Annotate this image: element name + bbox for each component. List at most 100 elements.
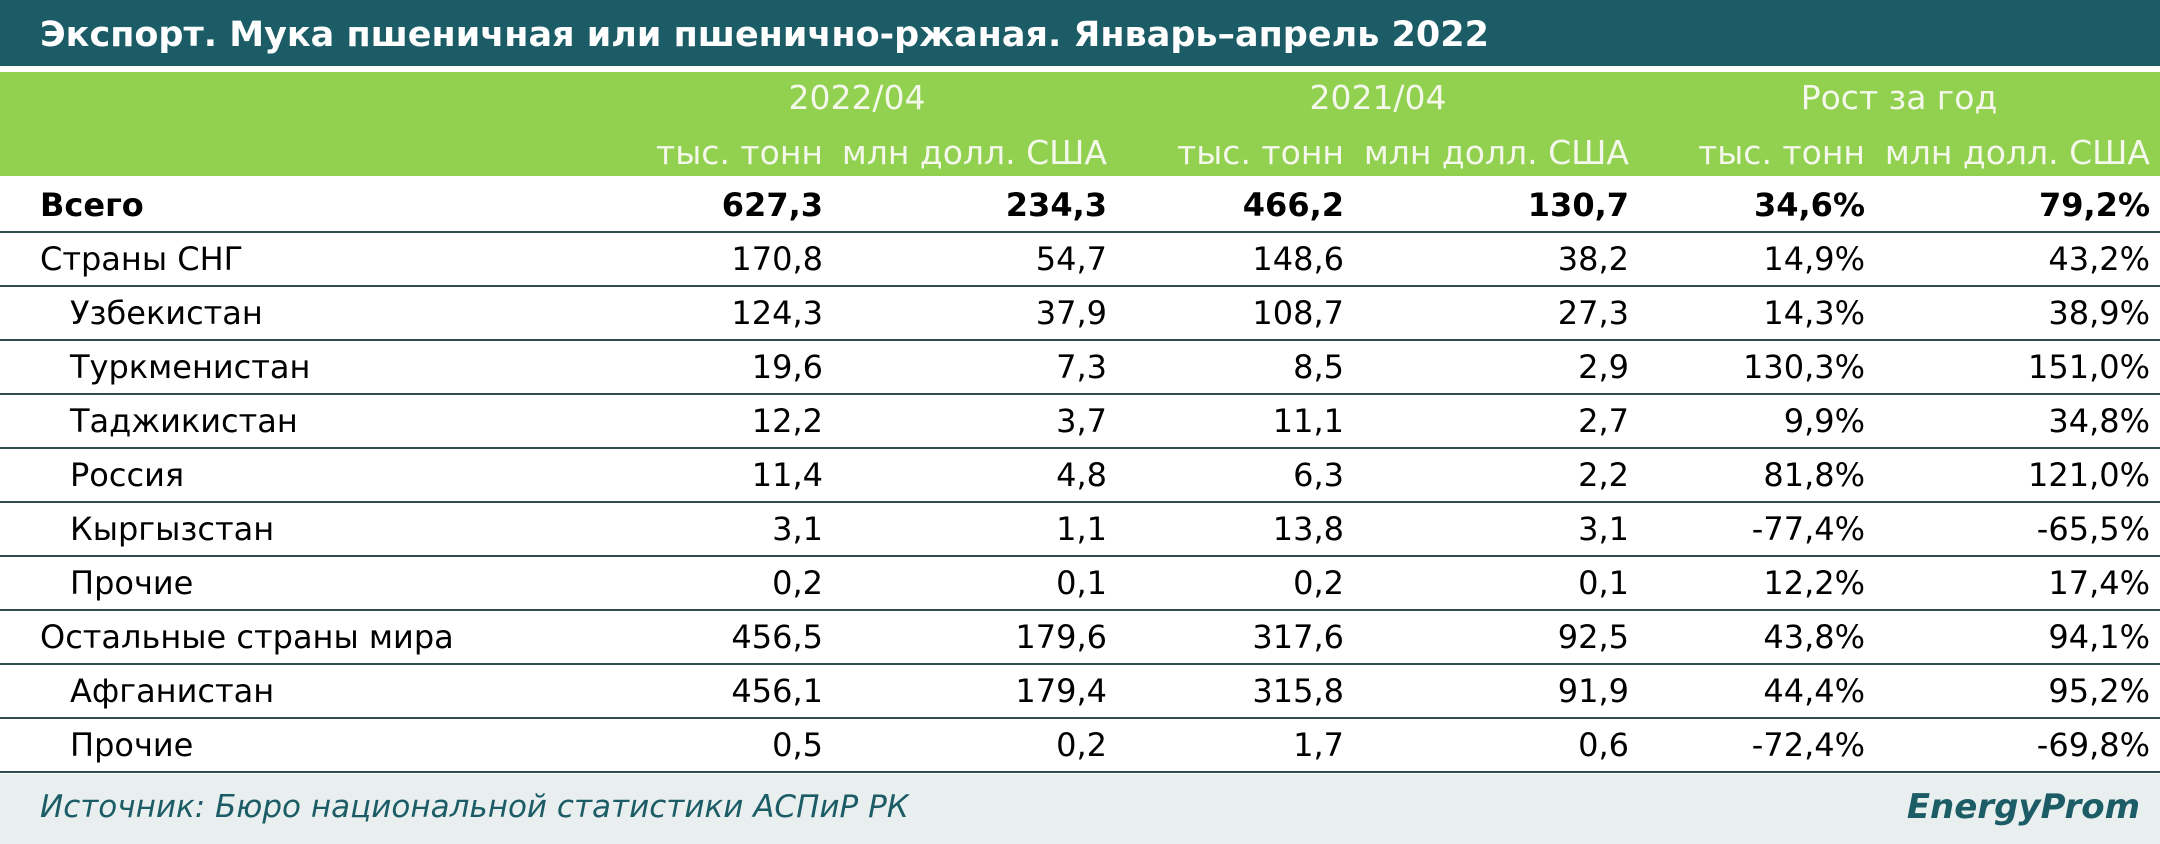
logo: EnergyProm [1906, 787, 2140, 827]
row-label: Узбекистан [70, 294, 263, 332]
cell-value: 2,7 [1578, 402, 1629, 440]
source: Источник: Бюро национальной статистики А… [40, 789, 909, 825]
cell-value: 0,5 [772, 726, 823, 764]
row-label: Страны СНГ [40, 240, 244, 278]
row-separator [0, 447, 2160, 449]
footer-band [0, 774, 2160, 844]
row-separator [0, 231, 2160, 233]
row-label: Всего [40, 186, 144, 224]
row-separator [0, 339, 2160, 341]
cell-value: 0,1 [1578, 564, 1629, 602]
row-label: Остальные страны мира [40, 618, 454, 656]
cell-value: 456,1 [731, 672, 823, 710]
cell-value: 3,1 [1578, 510, 1629, 548]
cell-value: 179,6 [1015, 618, 1107, 656]
row-label: Туркменистан [70, 348, 311, 386]
cell-value: 130,7 [1527, 186, 1629, 224]
cell-value: 121,0% [2027, 456, 2150, 494]
cell-value: 94,1% [2048, 618, 2150, 656]
cell-value: 3,1 [772, 510, 823, 548]
row-separator [0, 771, 2160, 773]
cell-value: 3,7 [1056, 402, 1107, 440]
cell-value: 54,7 [1035, 240, 1107, 278]
row-label: Прочие [70, 726, 194, 764]
cell-value: 43,2% [2048, 240, 2150, 278]
group-header: Рост за год [1800, 78, 1998, 117]
cell-value: 130,3% [1742, 348, 1865, 386]
cell-value: 81,8% [1763, 456, 1865, 494]
cell-value: 38,2 [1557, 240, 1629, 278]
row-label: Россия [70, 456, 185, 494]
cell-value: 91,9 [1557, 672, 1629, 710]
cell-value: 1,1 [1056, 510, 1107, 548]
cell-value: 11,4 [751, 456, 823, 494]
sub-header: млн долл. США [1363, 133, 1629, 172]
cell-value: 14,9% [1763, 240, 1865, 278]
cell-value: 2,9 [1578, 348, 1629, 386]
header-band [0, 72, 2160, 176]
row-separator [0, 501, 2160, 503]
cell-value: 151,0% [2027, 348, 2150, 386]
cell-value: 44,4% [1763, 672, 1865, 710]
row-label: Прочие [70, 564, 194, 602]
cell-value: 14,3% [1763, 294, 1865, 332]
row-separator [0, 393, 2160, 395]
cell-value: 317,6 [1252, 618, 1344, 656]
cell-value: 179,4 [1015, 672, 1107, 710]
cell-value: 4,8 [1056, 456, 1107, 494]
cell-value: 11,1 [1272, 402, 1344, 440]
cell-value: 0,6 [1578, 726, 1629, 764]
cell-value: 8,5 [1293, 348, 1344, 386]
cell-value: 148,6 [1252, 240, 1344, 278]
cell-value: 0,1 [1056, 564, 1107, 602]
sub-header: тыс. тонн [1698, 133, 1865, 172]
cell-value: 9,9% [1783, 402, 1865, 440]
cell-value: 1,7 [1293, 726, 1344, 764]
row-label: Афганистан [70, 672, 275, 710]
cell-value: -69,8% [2036, 726, 2150, 764]
cell-value: 37,9 [1035, 294, 1107, 332]
row-separator [0, 285, 2160, 287]
cell-value: 2,2 [1578, 456, 1629, 494]
cell-value: 43,8% [1763, 618, 1865, 656]
cell-value: 34,8% [2048, 402, 2150, 440]
cell-value: 234,3 [1005, 186, 1107, 224]
sub-header: тыс. тонн [1177, 133, 1344, 172]
cell-value: 95,2% [2048, 672, 2150, 710]
cell-value: 0,2 [1056, 726, 1107, 764]
cell-value: 13,8 [1272, 510, 1344, 548]
group-header: 2022/04 [788, 78, 926, 117]
row-separator [0, 609, 2160, 611]
cell-value: 17,4% [2048, 564, 2150, 602]
cell-value: -65,5% [2036, 510, 2150, 548]
cell-value: 315,8 [1252, 672, 1344, 710]
cell-value: 19,6 [751, 348, 823, 386]
cell-value: 124,3 [731, 294, 823, 332]
row-separator [0, 555, 2160, 557]
cell-value: 627,3 [721, 186, 823, 224]
cell-value: 38,9% [2048, 294, 2150, 332]
title-bar [0, 0, 2160, 66]
row-separator [0, 717, 2160, 719]
cell-value: 456,5 [731, 618, 823, 656]
cell-value: 6,3 [1293, 456, 1344, 494]
cell-value: -72,4% [1751, 726, 1865, 764]
sub-header: тыс. тонн [656, 133, 823, 172]
cell-value: 108,7 [1252, 294, 1344, 332]
cell-value: 34,6% [1753, 186, 1865, 224]
row-label: Кыргызстан [70, 510, 275, 548]
cell-value: 466,2 [1242, 186, 1344, 224]
group-header: 2021/04 [1309, 78, 1447, 117]
cell-value: 7,3 [1056, 348, 1107, 386]
cell-value: 0,2 [772, 564, 823, 602]
cell-value: 12,2 [751, 402, 823, 440]
row-separator [0, 663, 2160, 665]
cell-value: 79,2% [2038, 186, 2150, 224]
cell-value: 12,2% [1763, 564, 1865, 602]
sub-header: млн долл. США [1884, 133, 2150, 172]
title: Экспорт. Мука пшеничная или пшенично-ржа… [40, 15, 1489, 55]
cell-value: 0,2 [1293, 564, 1344, 602]
sub-header: млн долл. США [841, 133, 1107, 172]
cell-value: -77,4% [1751, 510, 1865, 548]
